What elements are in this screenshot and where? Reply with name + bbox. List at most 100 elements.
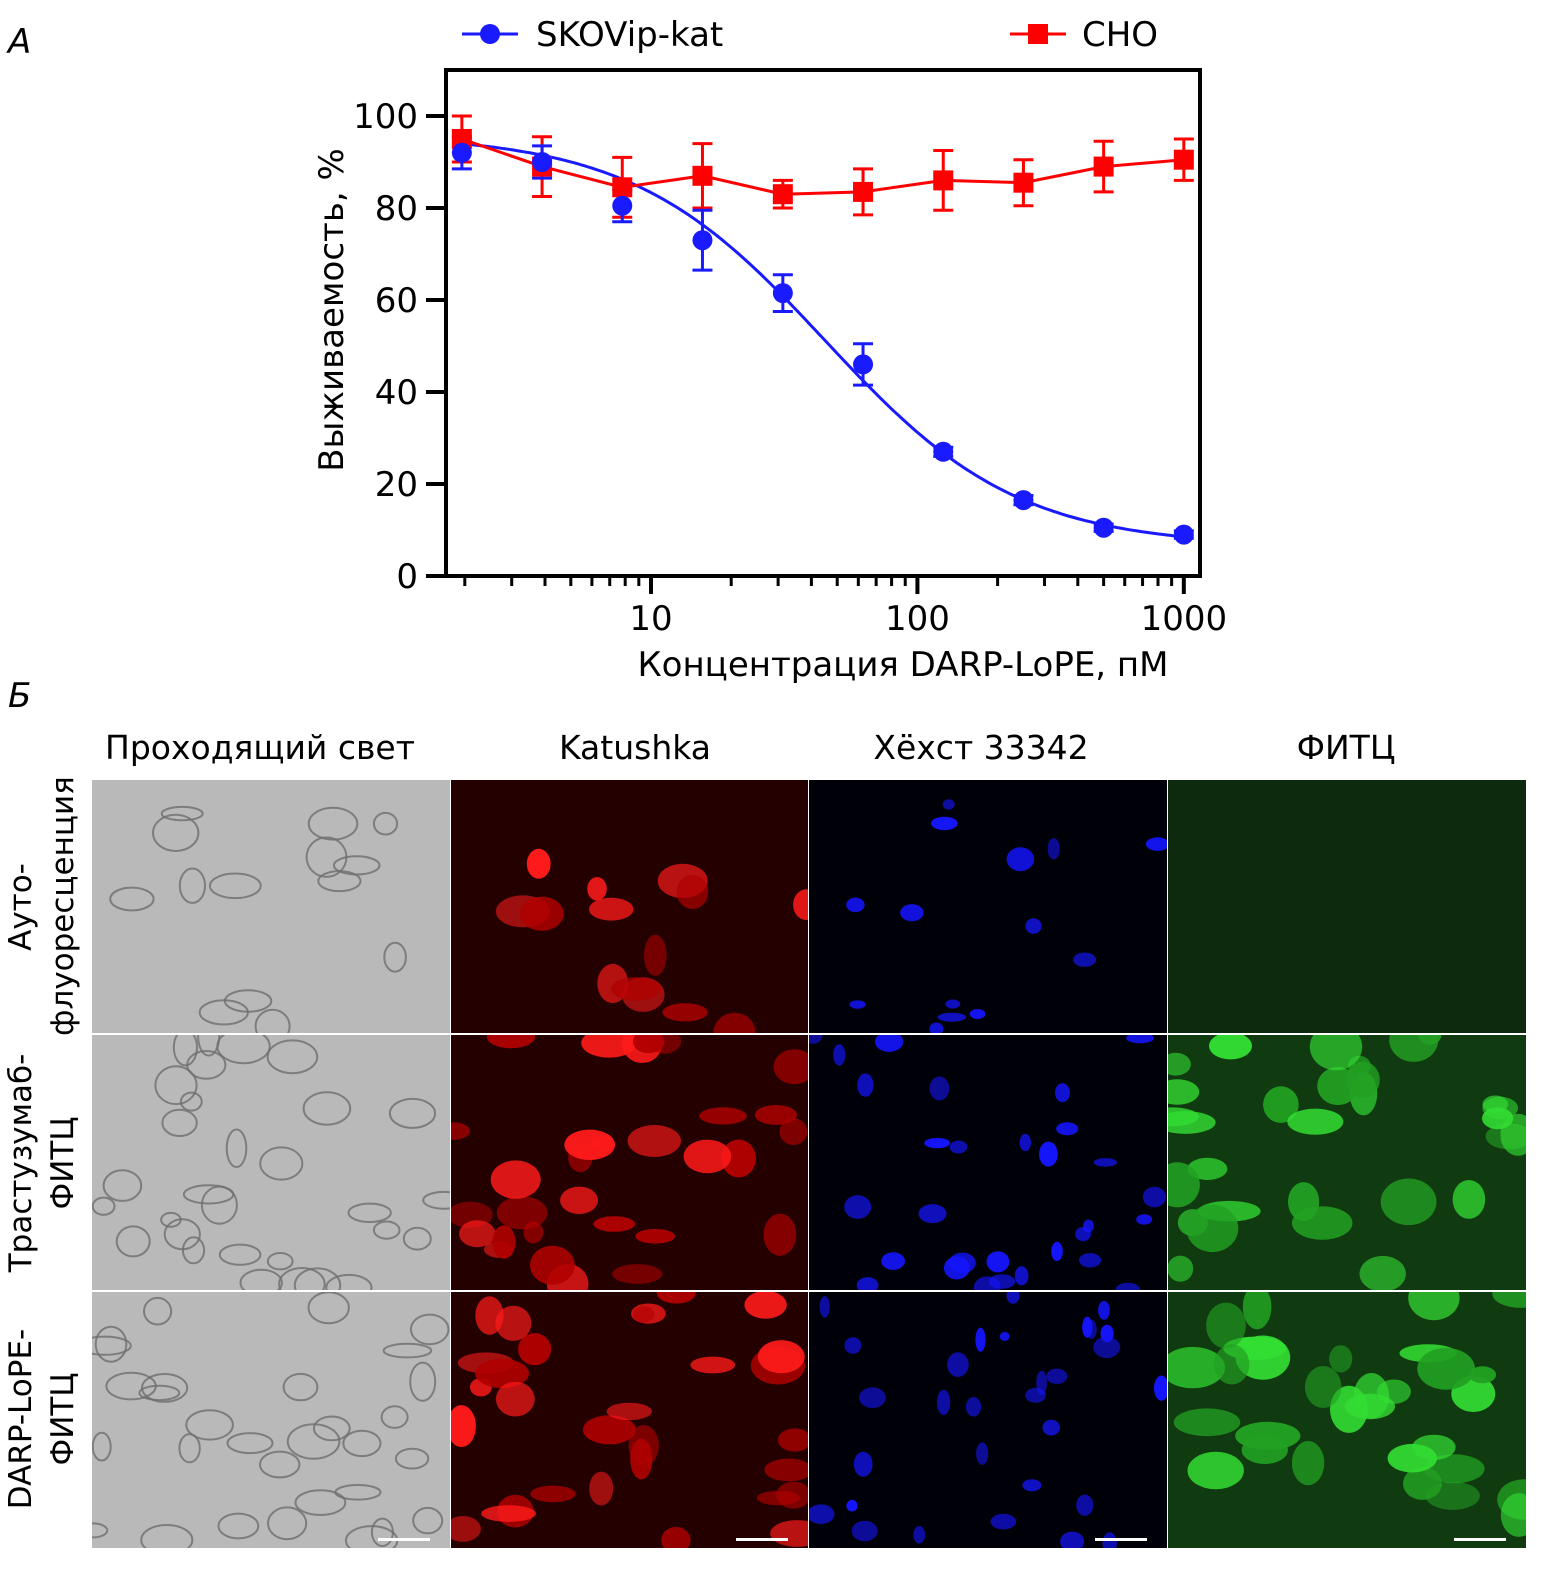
cell-shape xyxy=(286,1423,341,1460)
cell-shape xyxy=(1209,1035,1252,1060)
cell-shape xyxy=(307,806,359,841)
cell-shape xyxy=(161,1108,198,1138)
cell-shape xyxy=(844,1337,862,1354)
cell-shape xyxy=(179,1091,203,1112)
cell-shape xyxy=(225,1128,248,1169)
cell-shape xyxy=(266,1039,319,1075)
cell-shape xyxy=(1468,1366,1497,1384)
row-label-line: ФИТЦ xyxy=(45,1372,81,1466)
cell-shape xyxy=(1014,1266,1029,1286)
cell-shape xyxy=(913,1526,926,1544)
legend-label-skovip: SKOVip-kat xyxy=(536,15,723,55)
cell-shape xyxy=(1025,1387,1046,1403)
cell-shape xyxy=(846,897,865,913)
cell-shape xyxy=(1093,1336,1121,1359)
cell-shape xyxy=(1187,1157,1228,1180)
cell-shape xyxy=(382,1342,433,1359)
cell-shape xyxy=(856,1277,879,1290)
scale-bar xyxy=(736,1538,788,1541)
cell-shape xyxy=(1425,1481,1480,1510)
cell-shape xyxy=(409,1361,437,1402)
cell-shape xyxy=(1288,1182,1320,1222)
cell-shape xyxy=(495,1305,532,1341)
cell-shape xyxy=(560,1186,599,1214)
micrograph-darp-lope-brightfield xyxy=(92,1292,450,1548)
cell-shape xyxy=(975,1327,986,1352)
cell-shape xyxy=(1500,1493,1526,1537)
cell-shape xyxy=(402,1226,432,1251)
y-tick-label: 60 xyxy=(375,281,418,321)
cell-shape xyxy=(1051,1241,1063,1261)
cell-shape xyxy=(875,1035,904,1052)
cell-shape xyxy=(1359,1255,1406,1290)
cell-shape xyxy=(1115,1282,1140,1290)
cell-shape xyxy=(1060,1531,1085,1548)
cell-shape xyxy=(1082,1316,1093,1338)
cell-shape xyxy=(777,1428,808,1452)
cell-shape xyxy=(475,1358,529,1389)
cell-shape xyxy=(239,1268,283,1290)
cell-shape xyxy=(1329,1345,1353,1373)
column-header-hoechst: Хёхст 33342 xyxy=(873,728,1089,767)
cell-shape xyxy=(976,1442,989,1465)
cell-shape xyxy=(633,1306,655,1323)
cell-shape xyxy=(1412,1434,1456,1460)
row-label-darp-lope: DARP-LoPE- ФИТЦ xyxy=(0,1290,90,1548)
cell-shape xyxy=(102,1169,143,1202)
cell-shape xyxy=(1304,1366,1342,1408)
cho-point xyxy=(692,165,713,186)
survival-chart: 0 20 40 60 80 100 10 100 1000 Концентрация DARP-L… xyxy=(312,15,1227,685)
cell-shape xyxy=(1168,1346,1226,1389)
cell-shape xyxy=(1046,1368,1068,1384)
panel-label-b: Б xyxy=(8,676,32,716)
cho-point xyxy=(1013,172,1034,193)
cell-shape xyxy=(1098,1300,1110,1320)
cell-shape xyxy=(1126,1035,1155,1044)
cell-shape xyxy=(644,934,667,976)
cho-point xyxy=(853,181,874,202)
skovip-point xyxy=(451,142,472,163)
cell-shape xyxy=(929,1076,950,1101)
cell-shape xyxy=(459,1220,496,1248)
cell-shape xyxy=(138,1384,181,1402)
cell-shape xyxy=(1006,847,1035,872)
cell-shape xyxy=(216,1035,271,1065)
cell-shape xyxy=(1376,1379,1411,1404)
cell-shape xyxy=(409,1313,450,1346)
cell-shape xyxy=(383,941,407,973)
micrograph-darp-lope-fitc xyxy=(1168,1292,1526,1548)
cell-shape xyxy=(857,1073,874,1097)
cell-shape xyxy=(92,1196,116,1216)
cell-shape xyxy=(342,1429,382,1458)
cell-shape xyxy=(481,1505,536,1522)
skovip-point xyxy=(1093,517,1114,538)
cell-shape xyxy=(1452,1180,1486,1219)
skovip-point xyxy=(612,195,633,216)
cell-shape xyxy=(844,1195,872,1219)
cho-point xyxy=(612,177,633,198)
cell-shape xyxy=(949,1140,968,1154)
plot-frame xyxy=(444,68,1202,578)
cell-shape xyxy=(530,1245,575,1285)
cho-point xyxy=(1093,156,1114,177)
cell-shape xyxy=(92,1522,109,1539)
micrograph-trastuzumab-fitc xyxy=(1168,1035,1526,1290)
cell-shape xyxy=(1317,1066,1359,1106)
cell-shape xyxy=(1154,1375,1167,1401)
cell-shape xyxy=(1187,1451,1244,1490)
cell-shape xyxy=(208,872,262,900)
cell-shape xyxy=(1019,1133,1031,1152)
cell-shape xyxy=(1417,1347,1475,1390)
x-tick-label: 10 xyxy=(629,599,672,639)
cell-shape xyxy=(931,816,958,831)
micrograph-trastuzumab-hoechst xyxy=(809,1035,1167,1290)
cell-shape xyxy=(178,1433,201,1464)
cell-shape xyxy=(859,1387,886,1409)
cell-shape xyxy=(266,1252,294,1271)
cell-shape xyxy=(451,1122,471,1140)
legend-label-cho: CHO xyxy=(1082,15,1158,55)
cell-shape xyxy=(223,989,273,1013)
cell-shape xyxy=(1263,1086,1299,1123)
cell-shape xyxy=(518,1333,552,1366)
cell-shape xyxy=(302,1091,352,1126)
